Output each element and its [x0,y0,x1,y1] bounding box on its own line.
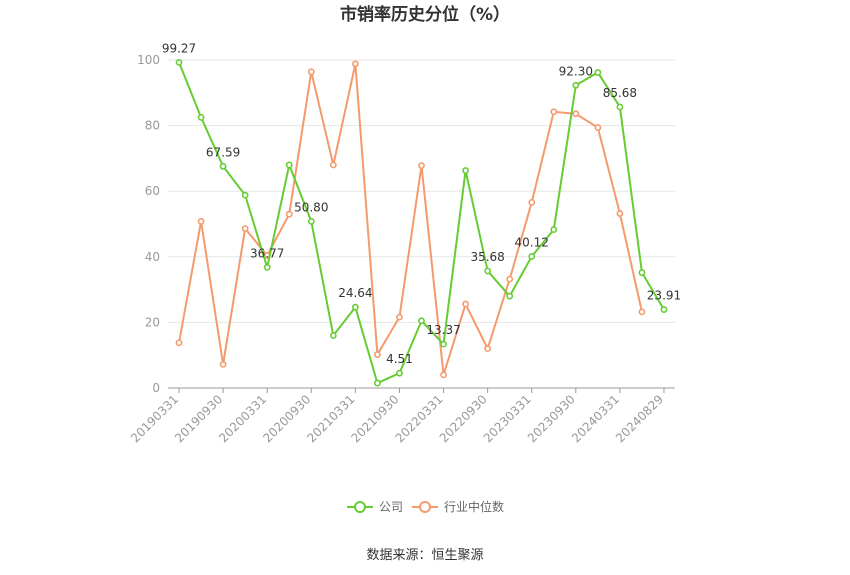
data-label: 50.80 [294,200,328,214]
data-point[interactable] [197,217,205,225]
data-point[interactable] [396,369,403,377]
grid-lines [168,59,675,323]
series-line [178,62,665,385]
data-point[interactable] [550,108,558,116]
y-tick-label: 0 [152,381,160,395]
legend-company-marker [354,501,366,513]
data-point[interactable] [374,351,381,358]
data-point[interactable] [263,263,271,271]
data-label: 23.91 [647,289,681,303]
y-tick-label: 100 [137,53,160,67]
data-point[interactable] [219,360,227,368]
data-point[interactable] [175,339,183,347]
x-axis: 2019033120190930202003312020093020210331… [128,387,675,445]
data-point[interactable] [418,317,425,325]
chart-title: 市销率历史分位（%） [340,4,510,25]
data-label: 36.77 [250,246,284,260]
legend-item-company[interactable]: 公司 [347,500,403,514]
data-point[interactable] [572,81,580,89]
data-point[interactable] [396,313,403,321]
data-point[interactable] [351,303,359,311]
data-point[interactable] [528,198,536,206]
data-point[interactable] [418,162,425,170]
data-point[interactable] [594,124,602,131]
data-label: 24.64 [338,286,372,300]
data-point[interactable] [506,292,514,300]
series-line [178,62,643,376]
data-point[interactable] [484,267,492,275]
data-point[interactable] [219,162,227,170]
data-point[interactable] [440,340,447,348]
data-point[interactable] [550,226,558,233]
y-tick-label: 80 [145,119,160,133]
data-point[interactable] [175,58,183,66]
data-point[interactable] [506,275,514,283]
y-axis: 0 20 40 60 80 100 [137,53,160,395]
data-point[interactable] [197,114,205,121]
x-tick-label: 20240829 [613,392,666,445]
data-label: 67.59 [206,145,240,159]
data-label: 92.30 [559,64,593,78]
data-point[interactable] [660,306,668,313]
data-point[interactable] [594,69,602,76]
data-point[interactable] [638,308,646,316]
source-note: 数据来源：恒生聚源 [366,548,483,563]
data-label: 85.68 [603,86,637,100]
data-point[interactable] [285,210,293,218]
y-tick-label: 40 [145,250,160,264]
legend-industry-marker [419,501,431,513]
data-point[interactable] [484,345,492,353]
data-point[interactable] [307,68,315,76]
data-point[interactable] [374,379,381,387]
data-label: 35.68 [470,250,504,264]
data-label: 4.51 [386,352,413,366]
y-tick-label: 20 [145,315,160,329]
legend-industry-label: 行业中位数 [444,499,504,514]
data-point[interactable] [462,300,469,308]
y-tick-label: 60 [145,184,160,198]
data-point[interactable] [329,161,337,169]
data-label: 13.37 [426,323,460,337]
data-point[interactable] [462,167,469,174]
data-point[interactable] [241,191,249,199]
legend-company-label: 公司 [379,500,403,514]
data-point[interactable] [241,225,249,232]
data-point[interactable] [572,110,580,118]
data-label: 40.12 [515,235,549,249]
series-company [175,58,668,387]
data-point[interactable] [329,332,337,339]
data-labels: 99.27 67.59 36.77 50.80 24.64 4.51 13.37 35.68 4… [162,41,681,366]
data-point[interactable] [285,161,293,169]
data-point[interactable] [440,371,447,379]
data-point[interactable] [307,217,315,225]
legend-item-industry[interactable]: 行业中位数 [412,499,504,514]
data-point[interactable] [528,253,536,260]
legend: 公司 行业中位数 [347,499,504,514]
series-layer [175,58,668,387]
data-point[interactable] [638,269,646,276]
series-industry-median [175,60,646,379]
data-point[interactable] [351,60,359,68]
data-point[interactable] [616,210,624,217]
data-label: 99.27 [162,41,196,55]
data-point[interactable] [616,103,624,111]
